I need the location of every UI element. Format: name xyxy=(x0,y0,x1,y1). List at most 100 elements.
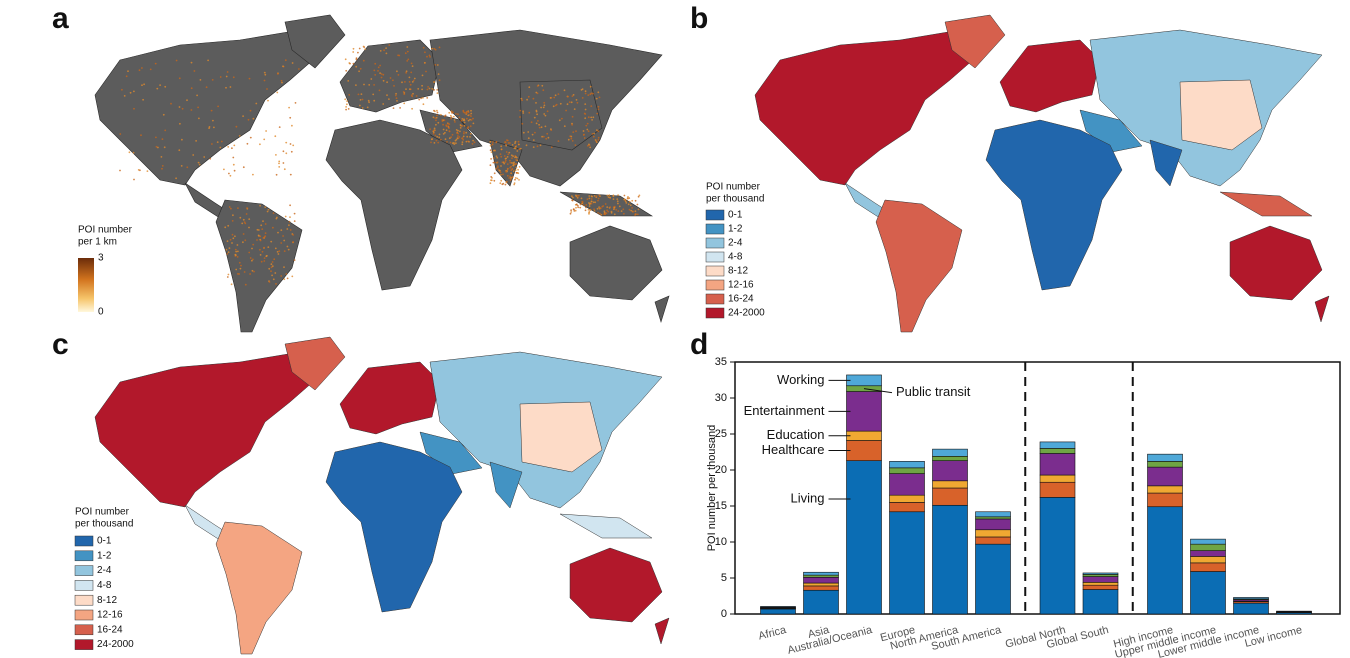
bar-segment xyxy=(932,504,968,615)
poi-density xyxy=(462,138,465,141)
bar-segment xyxy=(803,589,839,615)
bar-segment xyxy=(1039,481,1076,498)
poi-density xyxy=(289,204,291,207)
poi-density xyxy=(382,73,385,76)
poi-density xyxy=(453,119,456,121)
bar-segment xyxy=(932,460,968,482)
poi-density xyxy=(509,159,511,162)
poi-density xyxy=(243,271,246,273)
poi-density xyxy=(468,140,470,143)
poi-density xyxy=(596,129,598,132)
poi-density xyxy=(442,133,445,135)
legend-swatch xyxy=(705,293,725,305)
poi-density xyxy=(396,100,398,102)
poi-density xyxy=(514,178,516,181)
poi-density xyxy=(132,151,135,154)
poi-density xyxy=(622,208,625,211)
poi-density xyxy=(546,110,549,113)
poi-density xyxy=(251,259,253,262)
bar-segment xyxy=(1147,461,1183,468)
poi-density xyxy=(289,143,292,145)
poi-density xyxy=(627,197,629,200)
poi-density xyxy=(472,117,474,120)
poi-density xyxy=(422,103,425,106)
poi-density xyxy=(595,97,598,100)
legend-swatch xyxy=(74,580,94,591)
poi-density xyxy=(510,165,512,168)
poi-density xyxy=(379,64,381,67)
poi-density xyxy=(162,113,165,116)
poi-density xyxy=(259,239,262,242)
poi-density xyxy=(392,107,395,109)
poi-density xyxy=(506,156,509,158)
poi-density xyxy=(623,212,625,215)
y-tick-label: 15 xyxy=(715,500,727,512)
poi-density xyxy=(459,127,462,129)
poi-density xyxy=(291,275,294,278)
poi-density xyxy=(277,253,280,255)
poi-density xyxy=(373,84,375,86)
poi-density xyxy=(502,161,505,164)
poi-density xyxy=(506,167,509,170)
poi-density xyxy=(129,91,132,94)
poi-density xyxy=(346,100,348,102)
poi-density xyxy=(616,198,619,201)
poi-density xyxy=(355,84,357,86)
series-annotation: Working xyxy=(777,372,824,387)
region xyxy=(489,139,523,187)
poi-density xyxy=(544,114,547,117)
poi-density xyxy=(261,228,264,231)
poi-density xyxy=(267,208,270,211)
poi-density xyxy=(508,151,511,154)
region xyxy=(339,361,441,435)
legend-title: per thousand xyxy=(75,519,133,530)
poi-density xyxy=(536,113,538,116)
poi-density xyxy=(500,173,502,176)
poi-density xyxy=(469,118,471,121)
poi-density xyxy=(436,109,438,112)
legend-swatch xyxy=(705,209,725,221)
poi-density xyxy=(615,208,618,211)
poi-density xyxy=(198,117,200,120)
poi-density xyxy=(496,156,499,159)
poi-density xyxy=(565,109,567,112)
poi-density xyxy=(591,133,594,135)
legend-swatch xyxy=(74,550,94,562)
poi-density xyxy=(451,112,453,114)
poi-density xyxy=(491,143,494,146)
x-tick-label: Asia xyxy=(807,624,832,641)
poi-density xyxy=(146,170,149,173)
poi-density xyxy=(406,46,409,48)
poi-density xyxy=(497,165,499,168)
poi-density xyxy=(293,212,296,215)
region xyxy=(215,521,303,655)
poi-density xyxy=(133,178,135,181)
poi-density xyxy=(438,79,441,82)
poi-density xyxy=(280,79,283,82)
maps xyxy=(94,14,1330,655)
poi-density xyxy=(541,84,544,87)
poi-density xyxy=(432,116,435,119)
poi-density xyxy=(278,126,281,128)
poi-density xyxy=(597,139,600,141)
poi-density xyxy=(606,194,609,197)
poi-density xyxy=(452,115,455,118)
poi-density xyxy=(557,140,560,143)
region xyxy=(654,295,670,324)
poi-density xyxy=(558,119,561,122)
bar-segment xyxy=(846,460,882,615)
poi-density xyxy=(424,51,426,54)
poi-density xyxy=(441,119,444,121)
poi-density xyxy=(382,79,385,82)
poi-density xyxy=(233,169,236,172)
poi-density xyxy=(449,114,452,117)
legend-label: 1-2 xyxy=(728,224,743,235)
poi-density xyxy=(378,89,381,92)
poi-density xyxy=(395,92,397,95)
poi-density xyxy=(435,119,437,122)
poi-density xyxy=(520,97,523,100)
poi-density xyxy=(613,213,616,216)
bar-segment xyxy=(846,391,882,432)
poi-density xyxy=(217,105,220,108)
poi-density xyxy=(281,81,283,84)
